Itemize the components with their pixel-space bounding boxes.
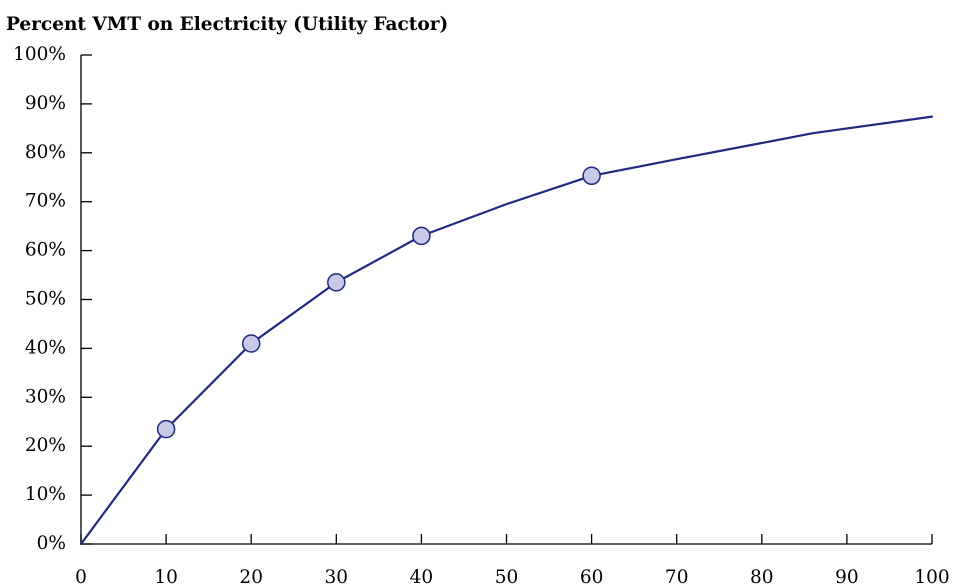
y-tick-label: 80% [25,142,66,163]
y-tick-label: 100% [13,44,66,65]
y-tick-label: 70% [25,191,66,212]
x-tick-label: 20 [239,567,263,588]
y-tick-label: 60% [25,240,66,261]
data-point-marker [327,273,346,292]
x-tick-label: 90 [835,567,859,588]
y-tick-label: 10% [25,484,66,505]
x-tick-label: 80 [750,567,774,588]
y-tick-label: 20% [25,435,66,456]
x-tick-label: 0 [75,567,87,588]
data-point-marker [582,166,601,186]
y-tick-label: 40% [25,337,66,358]
x-tick-label: 70 [665,567,689,588]
data-point-marker [241,334,261,353]
x-tick-label: 40 [410,567,434,588]
y-tick-label: 0% [37,533,66,554]
chart-title: Percent VMT on Electricity (Utility Fact… [6,14,449,35]
x-tick-label: 100 [914,567,949,588]
x-tick-label: 60 [580,567,604,588]
x-tick-label: 30 [325,567,349,588]
series-line [79,115,934,546]
y-tick-label: 30% [25,386,66,407]
marker-layer [156,166,601,439]
x-tick-label: 50 [495,567,519,588]
data-point-marker [412,226,431,246]
axes-layer: 0 10 20 30 40 50 60 70 80 90 100 0% 10% 20% 30% 40% 50% 6… [13,44,950,588]
data-point-marker [156,419,176,439]
series-line-layer [79,115,934,546]
y-tick-label: 90% [25,93,66,114]
x-tick-label: 10 [154,567,178,588]
y-tick-label: 50% [25,289,66,310]
